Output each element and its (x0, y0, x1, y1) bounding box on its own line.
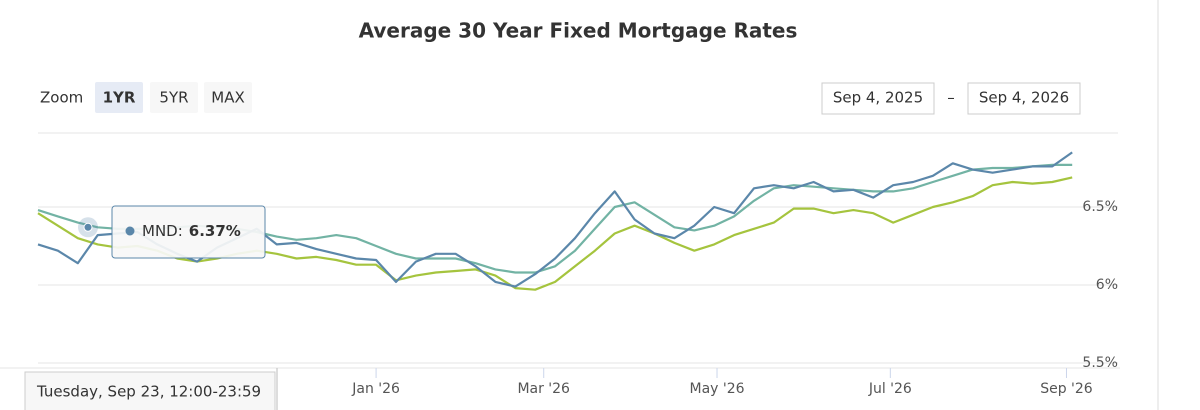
zoom-button-bg[interactable] (95, 82, 143, 113)
zoom-button-bg[interactable] (150, 82, 198, 113)
date-from[interactable]: Sep 4, 2025 (833, 89, 923, 107)
tooltip-date: Tuesday, Sep 23, 12:00-23:59 (36, 383, 261, 401)
hover-point (83, 222, 93, 232)
tooltip-box (111, 205, 266, 259)
range-separator: – (947, 89, 955, 107)
y-tick-label: 6.5% (1082, 199, 1118, 215)
zoom-button[interactable]: MAX (204, 82, 252, 113)
x-tick-label: Sep '26 (1040, 381, 1093, 397)
zoom-button-label[interactable]: 5YR (159, 89, 188, 107)
zoom-button[interactable]: 1YR (95, 82, 143, 113)
y-tick-label: 6% (1096, 277, 1118, 293)
zoom-button-label[interactable]: MAX (211, 89, 244, 107)
date-from-box[interactable] (821, 82, 935, 115)
x-tick-label: Jan '26 (351, 381, 400, 397)
tooltip-dot (125, 226, 135, 236)
tooltip-label: MND: (142, 222, 183, 240)
date-box (24, 371, 276, 410)
date-to[interactable]: Sep 4, 2026 (979, 89, 1069, 107)
zoom-button[interactable]: 5YR (150, 82, 198, 113)
date-to-box[interactable] (967, 82, 1081, 115)
tooltip-text: MND: 6.37% (142, 222, 241, 240)
series-line (37, 176, 1073, 291)
zoom-label: Zoom (40, 89, 83, 107)
zoom-button-bg[interactable] (204, 82, 252, 113)
chart-title: Average 30 Year Fixed Mortgage Rates (359, 19, 798, 43)
y-tick-label: 5.5% (1082, 355, 1118, 371)
zoom-button-label[interactable]: 1YR (103, 89, 136, 107)
x-tick-label: Mar '26 (517, 381, 570, 397)
tooltip-value: 6.37% (189, 222, 241, 240)
x-tick-label: Jul '26 (868, 381, 912, 397)
x-tick-label: May '26 (689, 381, 744, 397)
overlay: MND: 6.37% Tuesday, Sep 23, 12:00-23:59 (24, 205, 276, 410)
